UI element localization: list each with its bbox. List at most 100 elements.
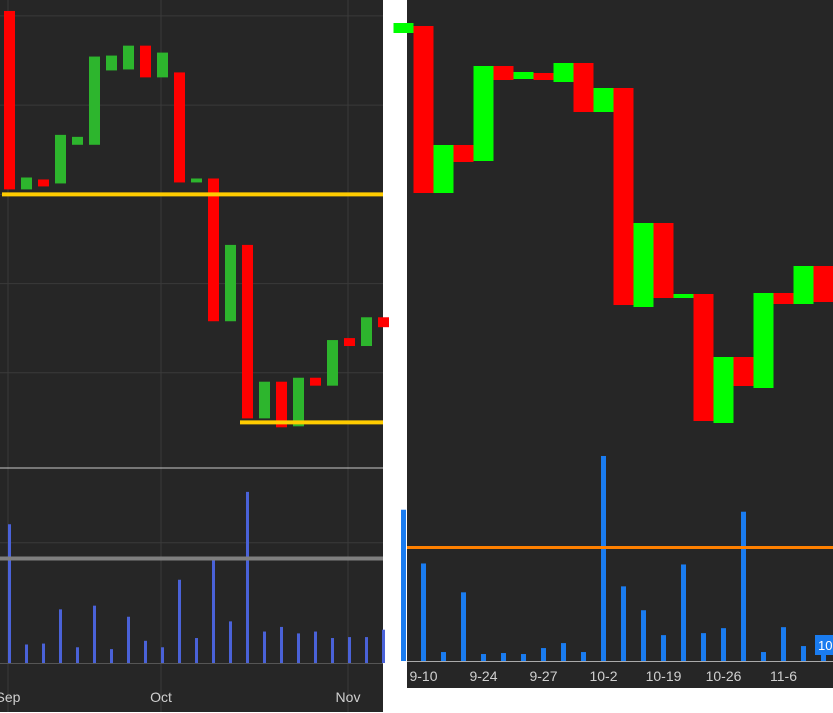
- x-tick-label: 9-27: [529, 668, 557, 684]
- volume-bar: [59, 609, 62, 663]
- volume-bar: [110, 649, 113, 663]
- volume-bar: [382, 629, 385, 663]
- volume-bar: [212, 559, 215, 663]
- candle-up: [553, 63, 574, 82]
- candle-up: [293, 377, 304, 427]
- volume-bar: [93, 605, 96, 663]
- volume-bar: [701, 633, 706, 661]
- right-candles: [393, 23, 833, 423]
- candle-down: [413, 26, 434, 193]
- candle-up: [157, 52, 168, 78]
- volume-bar: [195, 638, 198, 663]
- candle-up: [191, 178, 202, 183]
- volume-bar: [297, 633, 300, 663]
- volume-bar: [541, 648, 546, 661]
- candle-down: [693, 294, 714, 421]
- candle-down: [310, 377, 321, 386]
- right-volume-bars: [401, 455, 826, 661]
- volume-bar: [601, 455, 606, 661]
- volume-bar: [641, 610, 646, 661]
- candle-down: [773, 293, 794, 304]
- candle-down: [573, 63, 594, 112]
- x-tick-label: 10-2: [589, 668, 617, 684]
- candle-up: [361, 317, 372, 347]
- candle-up: [259, 381, 270, 419]
- volume-bar: [314, 631, 317, 663]
- candle-up: [225, 244, 236, 322]
- left-chart-panel: Sep Oct Nov: [0, 0, 389, 712]
- volume-bar: [681, 564, 686, 661]
- candle-down: [733, 357, 754, 386]
- volume-bar: [481, 654, 486, 661]
- volume-bar: [144, 640, 147, 663]
- x-tick-label: 9-10: [409, 668, 437, 684]
- volume-bar: [161, 647, 164, 663]
- candle-down: [344, 338, 355, 347]
- volume-bar: [229, 621, 232, 663]
- x-tick-label: 10-19: [646, 668, 682, 684]
- volume-bar: [801, 646, 806, 661]
- volume-bar: [461, 592, 466, 661]
- candle-up: [673, 294, 694, 298]
- volume-bar: [365, 637, 368, 663]
- candle-up: [513, 72, 534, 79]
- volume-bar: [521, 654, 526, 661]
- volume-bar: [348, 637, 351, 663]
- x-tick-label: Oct: [150, 689, 172, 705]
- candle-up: [633, 223, 654, 307]
- candle-up: [473, 66, 494, 161]
- value-badge: [815, 635, 833, 655]
- candle-down: [208, 178, 219, 322]
- x-tick-label: 9-24: [469, 668, 497, 684]
- volume-bar: [621, 586, 626, 661]
- volume-bar: [246, 491, 249, 663]
- left-plot-background: [0, 0, 383, 712]
- volume-bar: [178, 579, 181, 663]
- candle-down: [453, 145, 474, 162]
- volume-bar: [421, 563, 426, 661]
- candle-up: [713, 357, 734, 423]
- candle-down: [613, 88, 634, 305]
- candle-up: [72, 136, 83, 145]
- candle-up: [106, 55, 117, 71]
- candle-down: [653, 223, 674, 298]
- x-tick-label: Sep: [0, 689, 21, 705]
- volume-bar: [721, 628, 726, 661]
- volume-bar: [8, 524, 11, 663]
- candle-down: [276, 381, 287, 428]
- candle-up: [753, 293, 774, 388]
- candle-down: [4, 10, 15, 190]
- volume-bar: [25, 644, 28, 663]
- x-tick-label: 11-6: [770, 668, 797, 684]
- candle-down: [533, 73, 554, 80]
- left-candles: [4, 10, 389, 428]
- value-badge-label: 10: [818, 638, 832, 653]
- volume-bar: [741, 511, 746, 661]
- candle-up: [393, 23, 414, 33]
- volume-bar: [761, 652, 766, 661]
- right-chart-panel: 9-10 9-24 9-27 10-2 10-19 10-26 11-6 10: [393, 0, 833, 688]
- candle-up: [55, 134, 66, 184]
- volume-bar: [441, 652, 446, 661]
- volume-bar: [661, 635, 666, 661]
- candle-up: [21, 177, 32, 190]
- candle-up: [593, 88, 614, 112]
- x-tick-label: Nov: [336, 689, 361, 705]
- volume-bar: [501, 653, 506, 661]
- volume-bar: [127, 616, 130, 663]
- candle-down: [813, 266, 833, 302]
- candle-down: [140, 45, 151, 78]
- volume-bar: [331, 638, 334, 663]
- candle-up: [327, 340, 338, 386]
- volume-bar: [821, 651, 826, 661]
- volume-bar: [581, 652, 586, 661]
- candle-down: [378, 317, 389, 328]
- volume-bar: [42, 643, 45, 663]
- volume-bar: [561, 643, 566, 661]
- candle-up: [89, 56, 100, 145]
- candle-up: [433, 145, 454, 193]
- candle-down: [242, 244, 253, 419]
- candle-down: [174, 72, 185, 183]
- volume-bar: [280, 626, 283, 663]
